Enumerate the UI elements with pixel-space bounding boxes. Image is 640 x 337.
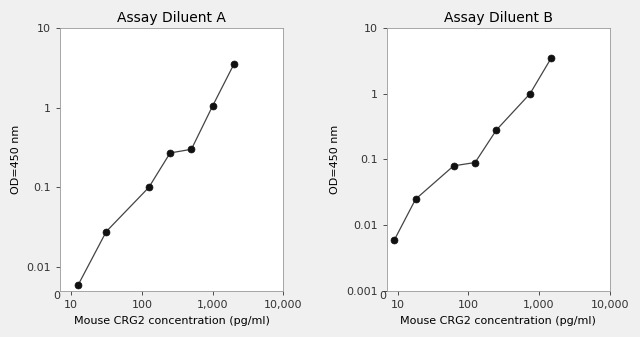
Text: 0: 0: [53, 291, 60, 301]
Title: Assay Diluent B: Assay Diluent B: [444, 11, 552, 25]
X-axis label: Mouse CRG2 concentration (pg/ml): Mouse CRG2 concentration (pg/ml): [400, 316, 596, 326]
Title: Assay Diluent A: Assay Diluent A: [117, 11, 227, 25]
Y-axis label: OD=450 nm: OD=450 nm: [11, 125, 21, 194]
Y-axis label: OD=450 nm: OD=450 nm: [330, 125, 340, 194]
Text: 0: 0: [380, 291, 387, 301]
X-axis label: Mouse CRG2 concentration (pg/ml): Mouse CRG2 concentration (pg/ml): [74, 316, 270, 326]
